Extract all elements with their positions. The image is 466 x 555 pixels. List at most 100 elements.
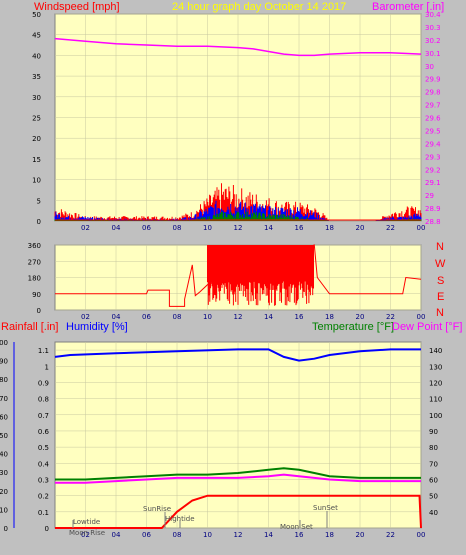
rain-y-tick: 1: [45, 363, 49, 371]
baro-y-tick: 29.3: [425, 153, 441, 161]
wind-y-tick: 45: [32, 32, 41, 40]
p3-x-tick: 16: [295, 531, 304, 539]
compass-n-bottom: N: [436, 307, 444, 319]
wind-y-tick: 30: [32, 94, 41, 102]
wind-y-tick: 10: [32, 177, 41, 185]
rain-y-tick: 0.4: [38, 460, 50, 468]
temp-y-tick: 130: [429, 363, 442, 371]
p1-x-tick: 18: [325, 224, 334, 232]
baro-y-tick: 29.6: [425, 115, 441, 123]
temp-y-tick: 80: [429, 444, 438, 452]
dir-y-tick: 270: [28, 258, 41, 266]
baro-y-tick: 28.9: [425, 205, 441, 213]
baro-y-tick: 29.7: [425, 102, 441, 110]
moonset-label: Moon Set: [280, 523, 313, 531]
p1-x-tick: 02: [81, 224, 90, 232]
dir-y-tick: 180: [28, 275, 41, 283]
p1-x-tick: 00: [417, 224, 426, 232]
dewpoint-label: Dew Point [°F]: [392, 321, 462, 333]
rain-y-tick: 0.1: [38, 509, 49, 517]
p1-x-tick: 10: [203, 224, 212, 232]
p2-x-tick: 06: [142, 313, 151, 321]
baro-y-tick: 29.4: [425, 140, 441, 148]
rain-y-tick: 0.5: [38, 444, 49, 452]
p3-x-tick: 04: [112, 531, 121, 539]
moonrise-label: Moon Rise: [69, 529, 105, 537]
rain-y-tick: 0.9: [38, 379, 49, 387]
hum-y-tick: 90: [0, 358, 8, 366]
hightide-label: Hightide: [165, 515, 195, 523]
temp-y-tick: 70: [429, 460, 438, 468]
sunrise-label: SunRise: [143, 505, 171, 513]
wind-y-tick: 20: [32, 135, 41, 143]
dir-y-tick: 90: [32, 291, 41, 299]
p1-x-tick: 12: [234, 224, 243, 232]
baro-y-tick: 30.4: [425, 11, 441, 19]
p1-x-tick: 08: [173, 224, 182, 232]
rain-series: [55, 494, 422, 529]
p1-x-tick: 20: [356, 224, 365, 232]
p1-x-tick: 22: [386, 224, 395, 232]
rain-y-tick: 1.1: [38, 347, 49, 355]
p3-x-tick: 12: [234, 531, 243, 539]
hum-y-tick: 10: [0, 506, 8, 514]
p2-x-tick: 10: [203, 313, 212, 321]
hum-y-tick: 50: [0, 432, 8, 440]
baro-y-tick: 30.1: [425, 50, 441, 58]
lowtide-label: Lowtide: [73, 518, 100, 526]
temp-y-tick: 60: [429, 476, 438, 484]
rain-y-tick: 0.7: [38, 412, 49, 420]
p3-x-tick: 00: [417, 531, 426, 539]
p3-x-tick: 20: [356, 531, 365, 539]
p2-x-tick: 16: [295, 313, 304, 321]
rainfall-label: Rainfall [.in]: [1, 321, 58, 333]
sunset-label: SunSet: [313, 504, 338, 512]
temp-y-tick: 90: [429, 428, 438, 436]
p2-x-tick: 22: [386, 313, 395, 321]
barometer-series: [54, 37, 422, 57]
wind-y-tick: 50: [32, 11, 41, 19]
wind-y-tick: 25: [32, 115, 41, 123]
hum-y-tick: 60: [0, 413, 8, 421]
hum-y-tick: 0: [4, 525, 8, 533]
p3-x-tick: 08: [173, 531, 182, 539]
p1-x-tick: 06: [142, 224, 151, 232]
temp-y-tick: 120: [429, 379, 442, 387]
p2-x-tick: 14: [264, 313, 273, 321]
wind-y-tick: 35: [32, 73, 41, 81]
p1-x-tick: 14: [264, 224, 273, 232]
direction-oscillation: [207, 245, 314, 306]
baro-y-tick: 30: [425, 63, 434, 71]
wind-y-tick: 15: [32, 156, 41, 164]
p2-x-tick: 20: [356, 313, 365, 321]
rain-y-tick: 0.8: [38, 396, 49, 404]
rain-y-tick: 0.2: [38, 493, 49, 501]
rain-y-tick: 0: [45, 525, 49, 533]
temp-y-tick: 140: [429, 347, 442, 355]
compass-w: W: [435, 258, 446, 270]
baro-y-tick: 29.1: [425, 179, 441, 187]
dir-y-tick: 0: [37, 307, 41, 315]
wind-y-tick: 0: [37, 218, 41, 226]
p3-x-tick: 06: [142, 531, 151, 539]
humidity-series: [54, 348, 421, 362]
temp-y-tick: 110: [429, 396, 442, 404]
p1-x-tick: 04: [112, 224, 121, 232]
humidity-label: Humidity [%]: [66, 321, 128, 333]
temperature-series: [55, 467, 421, 481]
graph-title: 24 hour graph day October 14 2017: [172, 1, 346, 13]
baro-y-tick: 29: [425, 192, 434, 200]
temperature-label: Temperature [°F]: [312, 321, 394, 333]
p3-x-tick: 02: [81, 531, 90, 539]
hum-y-tick: 80: [0, 376, 8, 384]
p3-x-tick: 14: [264, 531, 273, 539]
dir-y-tick: 360: [28, 242, 41, 250]
baro-y-tick: 30.2: [425, 37, 441, 45]
compass-s: S: [437, 275, 444, 287]
p2-x-tick: 02: [81, 313, 90, 321]
baro-y-tick: 29.9: [425, 76, 441, 84]
baro-y-tick: 29.5: [425, 127, 441, 135]
hum-y-tick: 40: [0, 451, 8, 459]
baro-y-tick: 29.2: [425, 166, 441, 174]
